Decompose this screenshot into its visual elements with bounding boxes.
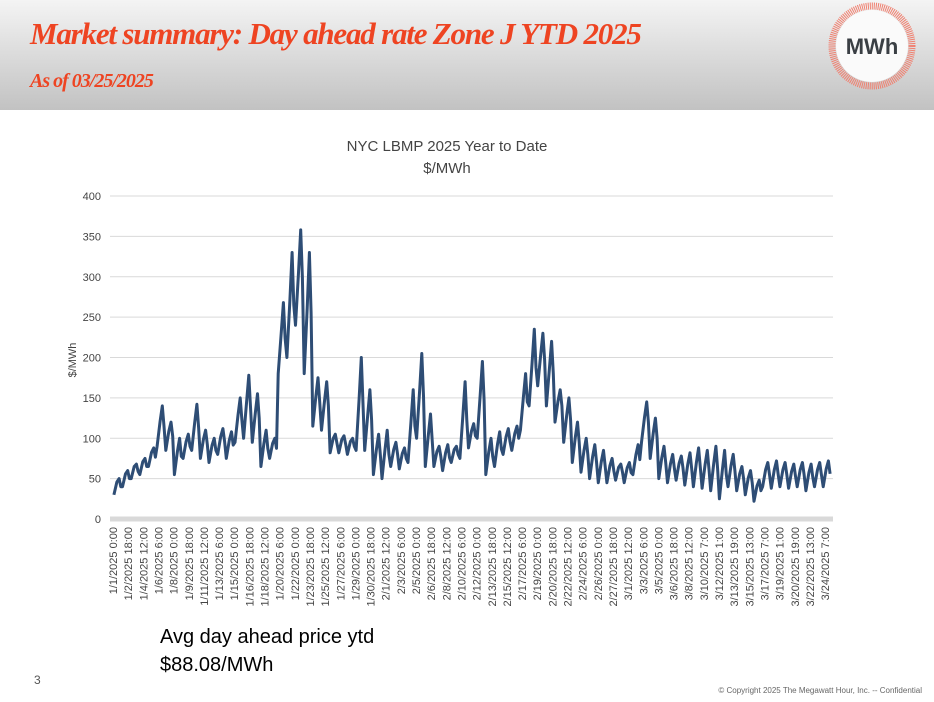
page-number: 3 <box>34 673 41 687</box>
x-tick-label: 2/19/2025 0:00 <box>532 527 544 600</box>
x-tick-label: 3/19/2025 1:00 <box>775 527 787 600</box>
x-tick-label: 3/17/2025 7:00 <box>759 527 771 600</box>
logo-text: MWh <box>846 34 899 59</box>
y-tick-label: 400 <box>83 191 101 203</box>
x-tick-label: 2/15/2025 12:00 <box>502 527 514 607</box>
x-tick-label: 2/6/2025 18:00 <box>426 527 438 600</box>
x-tick-label: 3/10/2025 7:00 <box>699 527 711 600</box>
x-tick-label: 2/8/2025 12:00 <box>441 527 453 600</box>
mwh-logo: MWh <box>828 2 916 90</box>
x-tick-label: 3/6/2025 18:00 <box>669 527 681 600</box>
x-tick-label: 1/25/2025 12:00 <box>320 527 332 607</box>
y-tick-label: 150 <box>83 393 101 405</box>
x-tick-label: 1/9/2025 18:00 <box>184 527 196 600</box>
x-tick-label: 2/5/2025 0:00 <box>411 527 423 594</box>
y-tick-label: 0 <box>95 514 101 526</box>
y-tick-label: 50 <box>89 474 101 486</box>
x-tick-label: 2/22/2025 12:00 <box>563 527 575 607</box>
x-tick-label: 1/2/2025 18:00 <box>123 527 135 600</box>
y-tick-label: 200 <box>83 353 101 365</box>
y-tick-label: 300 <box>83 272 101 284</box>
x-tick-label: 1/22/2025 0:00 <box>290 527 302 600</box>
slide-title: Market summary: Day ahead rate Zone J YT… <box>30 16 642 51</box>
x-tick-label: 1/30/2025 18:00 <box>366 527 378 607</box>
copyright-notice: © Copyright 2025 The Megawatt Hour, Inc.… <box>718 686 922 695</box>
x-tick-label: 3/12/2025 1:00 <box>714 527 726 600</box>
x-tick-label: 2/12/2025 0:00 <box>472 527 484 600</box>
x-tick-label: 1/1/2025 0:00 <box>108 527 120 594</box>
x-tick-label: 2/13/2025 18:00 <box>487 527 499 607</box>
x-tick-label: 1/23/2025 18:00 <box>305 527 317 607</box>
x-tick-label: 3/1/2025 12:00 <box>623 527 635 600</box>
x-tick-label: 3/13/2025 19:00 <box>729 527 741 607</box>
x-tick-label: 2/3/2025 6:00 <box>396 527 408 594</box>
x-tick-label: 1/11/2025 12:00 <box>199 527 211 606</box>
x-tick-label: 2/24/2025 6:00 <box>578 527 590 600</box>
slide-header: Market summary: Day ahead rate Zone J YT… <box>0 0 934 110</box>
x-tick-label: 2/10/2025 6:00 <box>456 527 468 600</box>
x-tick-label: 1/18/2025 12:00 <box>260 527 272 607</box>
x-tick-label: 2/1/2025 12:00 <box>381 527 393 600</box>
x-tick-label: 3/22/2025 13:00 <box>805 527 817 607</box>
x-tick-label: 1/6/2025 6:00 <box>153 527 165 594</box>
avg-price-value: $88.08/MWh <box>160 654 274 676</box>
chart-title: NYC LBMP 2025 Year to Date <box>347 138 548 155</box>
y-tick-label: 250 <box>83 312 101 324</box>
y-tick-label: 350 <box>83 231 101 243</box>
y-axis-title: $/MWh <box>67 343 79 378</box>
x-tick-label: 3/20/2025 19:00 <box>790 527 802 607</box>
x-tick-label: 1/16/2025 18:00 <box>244 527 256 607</box>
x-tick-label: 1/27/2025 6:00 <box>335 527 347 600</box>
slide-subtitle: As of 03/25/2025 <box>30 70 154 92</box>
x-tick-label: 1/8/2025 0:00 <box>169 527 181 594</box>
x-tick-label: 1/13/2025 6:00 <box>214 527 226 600</box>
x-tick-label: 3/24/2025 7:00 <box>820 527 832 600</box>
x-tick-label: 2/17/2025 6:00 <box>517 527 529 600</box>
lbmp-line-chart: NYC LBMP 2025 Year to Date $/MWh $/MWh 0… <box>67 138 833 607</box>
x-tick-label: 3/5/2025 0:00 <box>653 527 665 594</box>
x-tick-label: 2/20/2025 18:00 <box>547 527 559 607</box>
y-tick-label: 100 <box>83 433 101 445</box>
x-tick-label: 2/27/2025 18:00 <box>608 527 620 607</box>
x-tick-label: 1/20/2025 6:00 <box>275 527 287 600</box>
avg-price-label: Avg day ahead price ytd <box>160 626 375 648</box>
x-tick-label: 3/8/2025 12:00 <box>684 527 696 600</box>
x-tick-label: 1/29/2025 0:00 <box>350 527 362 600</box>
x-tick-label: 3/15/2025 13:00 <box>744 527 756 607</box>
x-tick-label: 1/15/2025 0:00 <box>229 527 241 600</box>
series-line <box>112 228 832 503</box>
x-tick-label: 2/26/2025 0:00 <box>593 527 605 600</box>
chart-subtitle: $/MWh <box>423 160 471 177</box>
x-tick-label: 1/4/2025 12:00 <box>138 527 150 600</box>
x-tick-label: 3/3/2025 6:00 <box>638 527 650 594</box>
